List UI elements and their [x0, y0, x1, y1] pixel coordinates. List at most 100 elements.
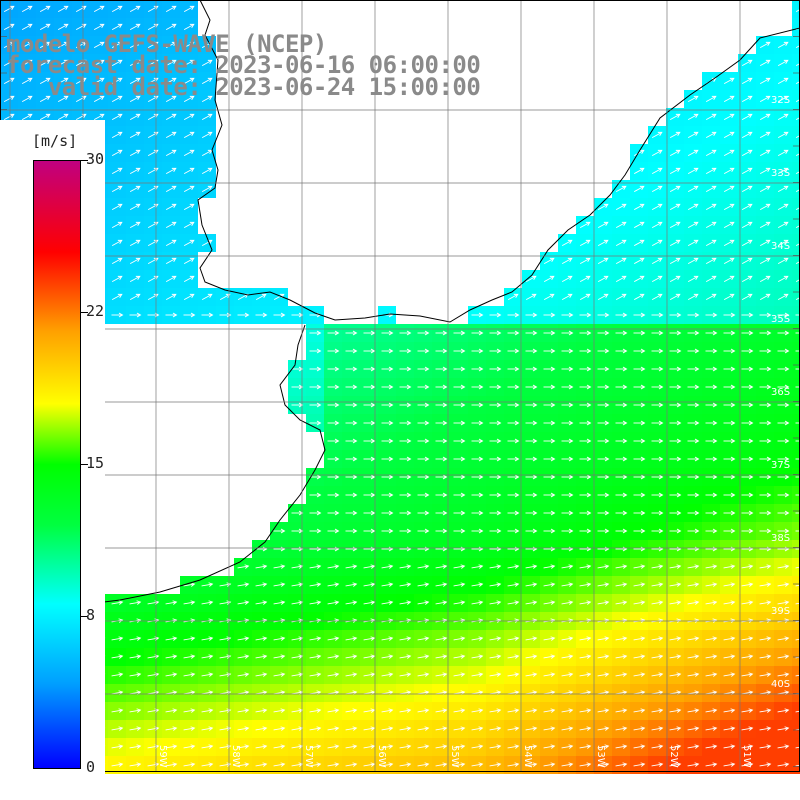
wind-arrow: [165, 59, 177, 67]
wind-arrow: [129, 23, 141, 31]
lon-label: 55W: [449, 745, 460, 768]
lat-label: 40S: [771, 679, 790, 690]
wind-cell: [792, 558, 800, 576]
wind-cell: [792, 234, 800, 252]
wind-arrow: [39, 41, 51, 49]
wind-cell: [792, 630, 800, 648]
wind-cell: [792, 702, 800, 720]
lat-label: 36S: [771, 387, 790, 398]
wind-arrow: [57, 59, 69, 67]
wind-arrow: [165, 41, 177, 49]
wind-cell: [792, 0, 800, 18]
lon-label: 53W: [595, 745, 606, 768]
wind-arrow: [111, 59, 123, 67]
wind-cell: [792, 18, 800, 36]
wind-arrow: [93, 59, 105, 67]
lat-label: 37S: [771, 460, 790, 471]
wind-cell: [792, 270, 800, 288]
wind-arrow: [93, 5, 105, 13]
wind-arrow: [57, 41, 69, 49]
wind-arrow: [3, 41, 15, 49]
wind-arrow: [21, 23, 33, 31]
wind-arrow: [21, 41, 33, 49]
wind-arrow: [21, 5, 33, 13]
wind-arrow: [183, 59, 195, 67]
wind-arrow: [795, 9, 800, 13]
lon-label: 56W: [376, 745, 387, 768]
wind-arrow: [39, 5, 51, 13]
lon-label: 54W: [522, 745, 533, 768]
wind-cell: [792, 144, 800, 162]
colorbar-tick-30: 30: [86, 150, 105, 168]
wind-cell: [792, 594, 800, 612]
wind-cell: [792, 90, 800, 108]
wind-cell: [792, 684, 800, 702]
wind-cell: [792, 738, 800, 756]
wind-cell: [792, 252, 800, 270]
wind-arrow: [777, 41, 789, 49]
wind-cell: [792, 36, 800, 54]
wind-arrow: [201, 59, 213, 67]
wind-arrow: [165, 5, 177, 13]
wind-arrow: [741, 59, 753, 67]
lat-label: 32S: [771, 95, 790, 106]
wind-cell: [792, 198, 800, 216]
lat-label: 34S: [771, 241, 790, 252]
wind-arrow: [111, 23, 123, 31]
colorbar-unit-label: [m/s]: [32, 132, 78, 150]
colorbar-tick-15: 15: [86, 454, 105, 472]
lat-label: 35S: [771, 314, 790, 325]
wind-arrow: [129, 5, 141, 13]
wind-cell: [792, 180, 800, 198]
wind-arrow: [777, 59, 789, 67]
wind-arrow: [57, 5, 69, 13]
wind-arrow: [183, 41, 195, 49]
wind-cell: [792, 288, 800, 306]
wind-arrow: [93, 23, 105, 31]
wind-cell: [792, 162, 800, 180]
wind-cell: [792, 108, 800, 126]
wind-cell: [792, 666, 800, 684]
wind-arrow: [759, 41, 771, 49]
wind-arrow: [39, 23, 51, 31]
lon-label: 57W: [303, 745, 314, 768]
colorbar-tick-0: 0: [86, 758, 96, 776]
lon-label: 58W: [230, 745, 241, 768]
wind-cell: [792, 54, 800, 72]
wind-cell: [792, 576, 800, 594]
wind-cell: [792, 720, 800, 738]
wind-cell: [792, 72, 800, 90]
colorbar-tick-22: 22: [86, 302, 105, 320]
wind-arrow: [3, 59, 15, 67]
wind-cell: [792, 216, 800, 234]
wind-arrow: [165, 23, 177, 31]
wind-arrow: [111, 5, 123, 13]
wind-arrow: [795, 63, 800, 67]
valid-date: valid date: 2023-06-24 15:00:00: [6, 73, 481, 101]
lon-label: 51W: [741, 745, 752, 768]
wind-arrow: [111, 41, 123, 49]
lat-label: 39S: [771, 606, 790, 617]
wind-arrow: [21, 59, 33, 67]
wind-arrow: [183, 5, 195, 13]
lat-label: 33S: [771, 168, 790, 179]
wind-arrow: [3, 23, 15, 31]
wind-arrow: [39, 59, 51, 67]
wind-arrow: [93, 41, 105, 49]
wind-cell: [792, 756, 800, 774]
wind-arrow-field: [3, 5, 800, 767]
lon-label: 52W: [668, 745, 679, 768]
wind-arrow: [129, 59, 141, 67]
wind-arrow: [183, 23, 195, 31]
lat-label: 38S: [771, 533, 790, 544]
lon-label: 59W: [157, 745, 168, 768]
colorbar-tick-8: 8: [86, 606, 96, 624]
wind-cell: [792, 126, 800, 144]
wind-arrow: [57, 23, 69, 31]
wind-arrow: [3, 5, 15, 13]
colorbar-gradient: [33, 160, 81, 769]
wind-arrow: [759, 59, 771, 67]
wind-arrow: [129, 41, 141, 49]
